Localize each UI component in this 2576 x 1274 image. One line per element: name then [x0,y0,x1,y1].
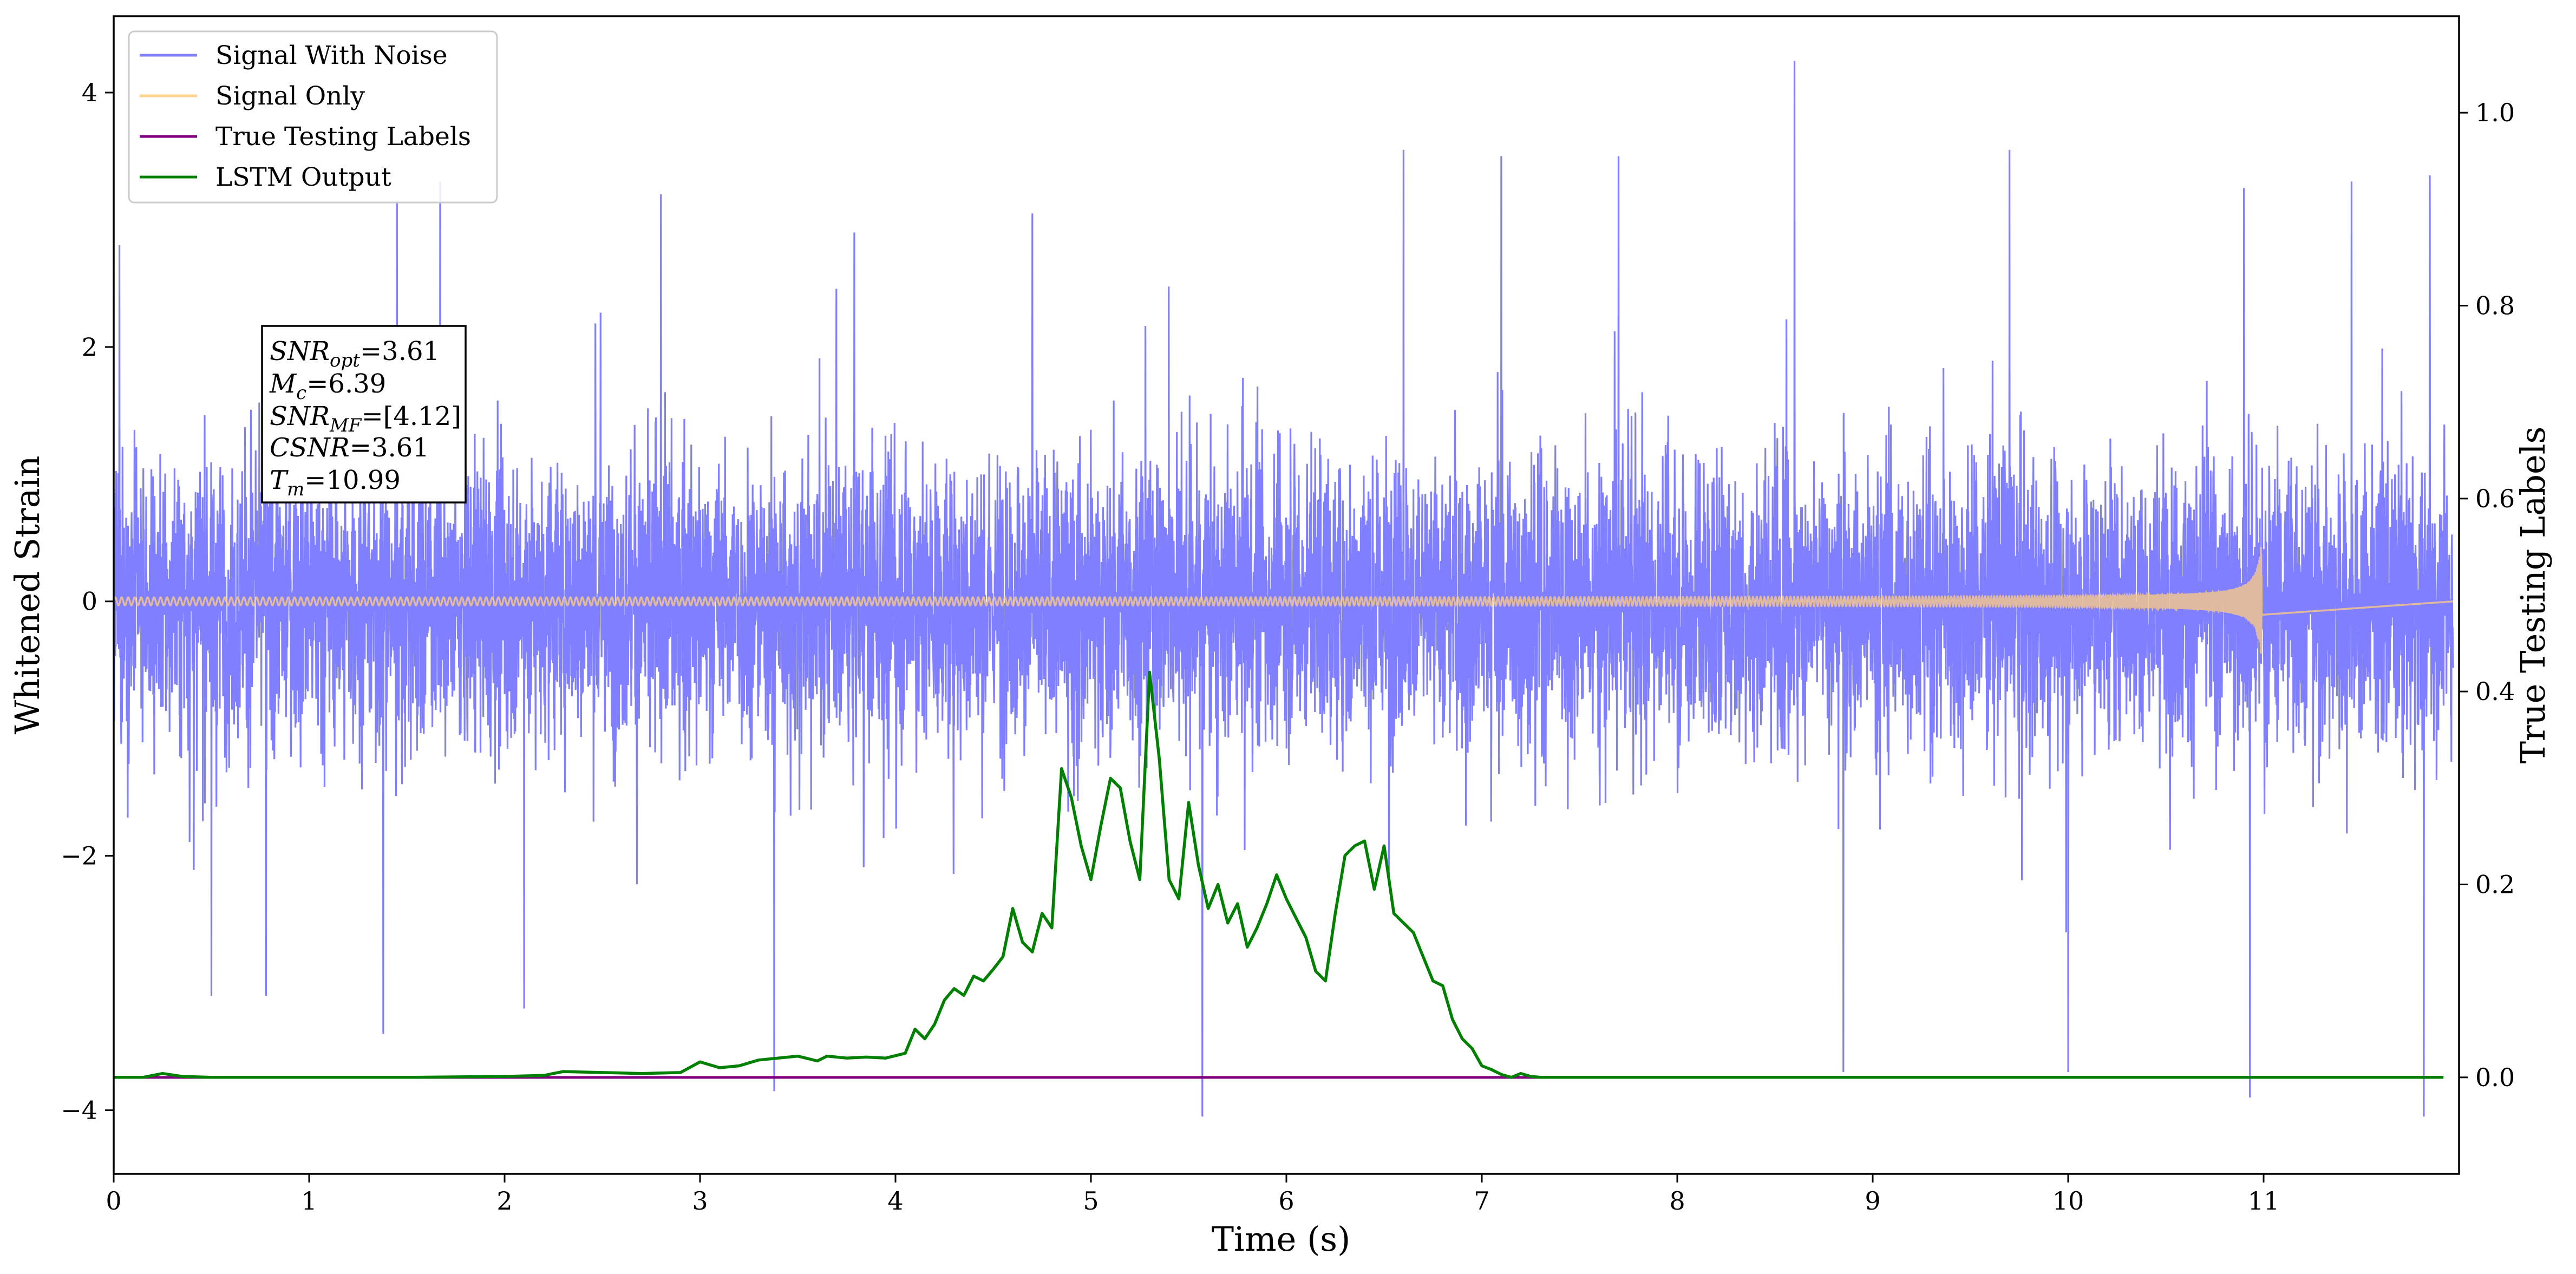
y-axis-label: Whitened Strain [8,456,47,735]
annotation-line: SNRMF=[4.12] [270,401,461,436]
x-tick-label: 6 [1278,1186,1294,1216]
x-axis: 0 1 2 3 4 5 6 7 8 9 10 11 [106,1174,2279,1216]
y-tick-label: −4 [61,1096,97,1125]
legend-label-true-testing-labels: True Testing Labels [215,122,471,152]
x-tick-label: 0 [106,1186,121,1216]
legend: Signal With Noise Signal Only True Testi… [128,30,498,204]
x-tick-label: 10 [2052,1186,2084,1216]
x-tick-label: 7 [1474,1186,1489,1216]
y-tick-label: −2 [61,841,97,871]
x-axis-label: Time (s) [1212,1219,1351,1259]
plot-area [113,61,2454,1117]
y2-tick-label: 0.4 [2475,677,2515,706]
y-tick-label: 2 [82,332,97,362]
series-lstm-output [114,670,2444,1079]
x-tick-label: 3 [692,1186,708,1216]
parameter-annotation-box: SNRopt=3.61Mc=6.39SNRMF=[4.12]CSNR=3.61T… [261,325,467,504]
y-tick-label: 4 [82,78,97,107]
x-tick-label: 11 [2248,1186,2280,1216]
y2-tick-label: 0.2 [2475,870,2515,899]
annotation-line: SNRopt=3.61 [270,336,440,371]
y-axis-left: −4 −2 0 2 4 [61,78,114,1125]
y2-tick-label: 1.0 [2475,98,2515,127]
x-tick-label: 9 [1865,1186,1880,1216]
y2-axis-label: True Testing Labels [2513,427,2553,764]
legend-label-signal-only: Signal Only [215,81,365,111]
x-tick-label: 1 [301,1186,317,1216]
x-tick-label: 2 [496,1186,512,1216]
series-signal-with-noise [113,61,2454,1117]
y2-tick-label: 0.6 [2475,484,2515,513]
y2-tick-label: 0.0 [2475,1063,2515,1092]
annotation-line: Mc=6.39 [269,369,386,404]
x-tick-label: 8 [1669,1186,1685,1216]
y-axis-right: 0.0 0.2 0.4 0.6 0.8 1.0 [2459,98,2515,1092]
y2-tick-label: 0.8 [2475,291,2515,321]
x-tick-label: 4 [887,1186,903,1216]
legend-label-signal-with-noise: Signal With Noise [215,41,448,70]
x-tick-label: 5 [1083,1186,1099,1216]
series-signal-only [113,546,2454,654]
annotation-line: CSNR=3.61 [270,433,429,463]
annotation-line: Tm=10.99 [270,465,401,500]
legend-label-lstm-output: LSTM Output [215,162,391,192]
annotation-frame [261,325,467,504]
legend-box [128,30,498,204]
y-tick-label: 0 [82,587,97,616]
